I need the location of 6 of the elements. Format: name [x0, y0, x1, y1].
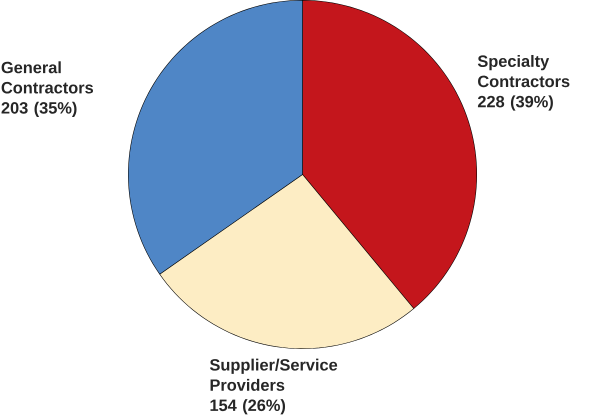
data-label: 154 (26%)	[210, 398, 286, 414]
slice-label: Supplier/Service Providers	[210, 358, 338, 391]
data-label: 203 (35%)	[2, 102, 77, 117]
data-label: 228 (39%)	[478, 95, 553, 111]
slice-label: General Contractors	[2, 61, 94, 94]
slice-label: Specialty Contractors	[478, 54, 570, 88]
